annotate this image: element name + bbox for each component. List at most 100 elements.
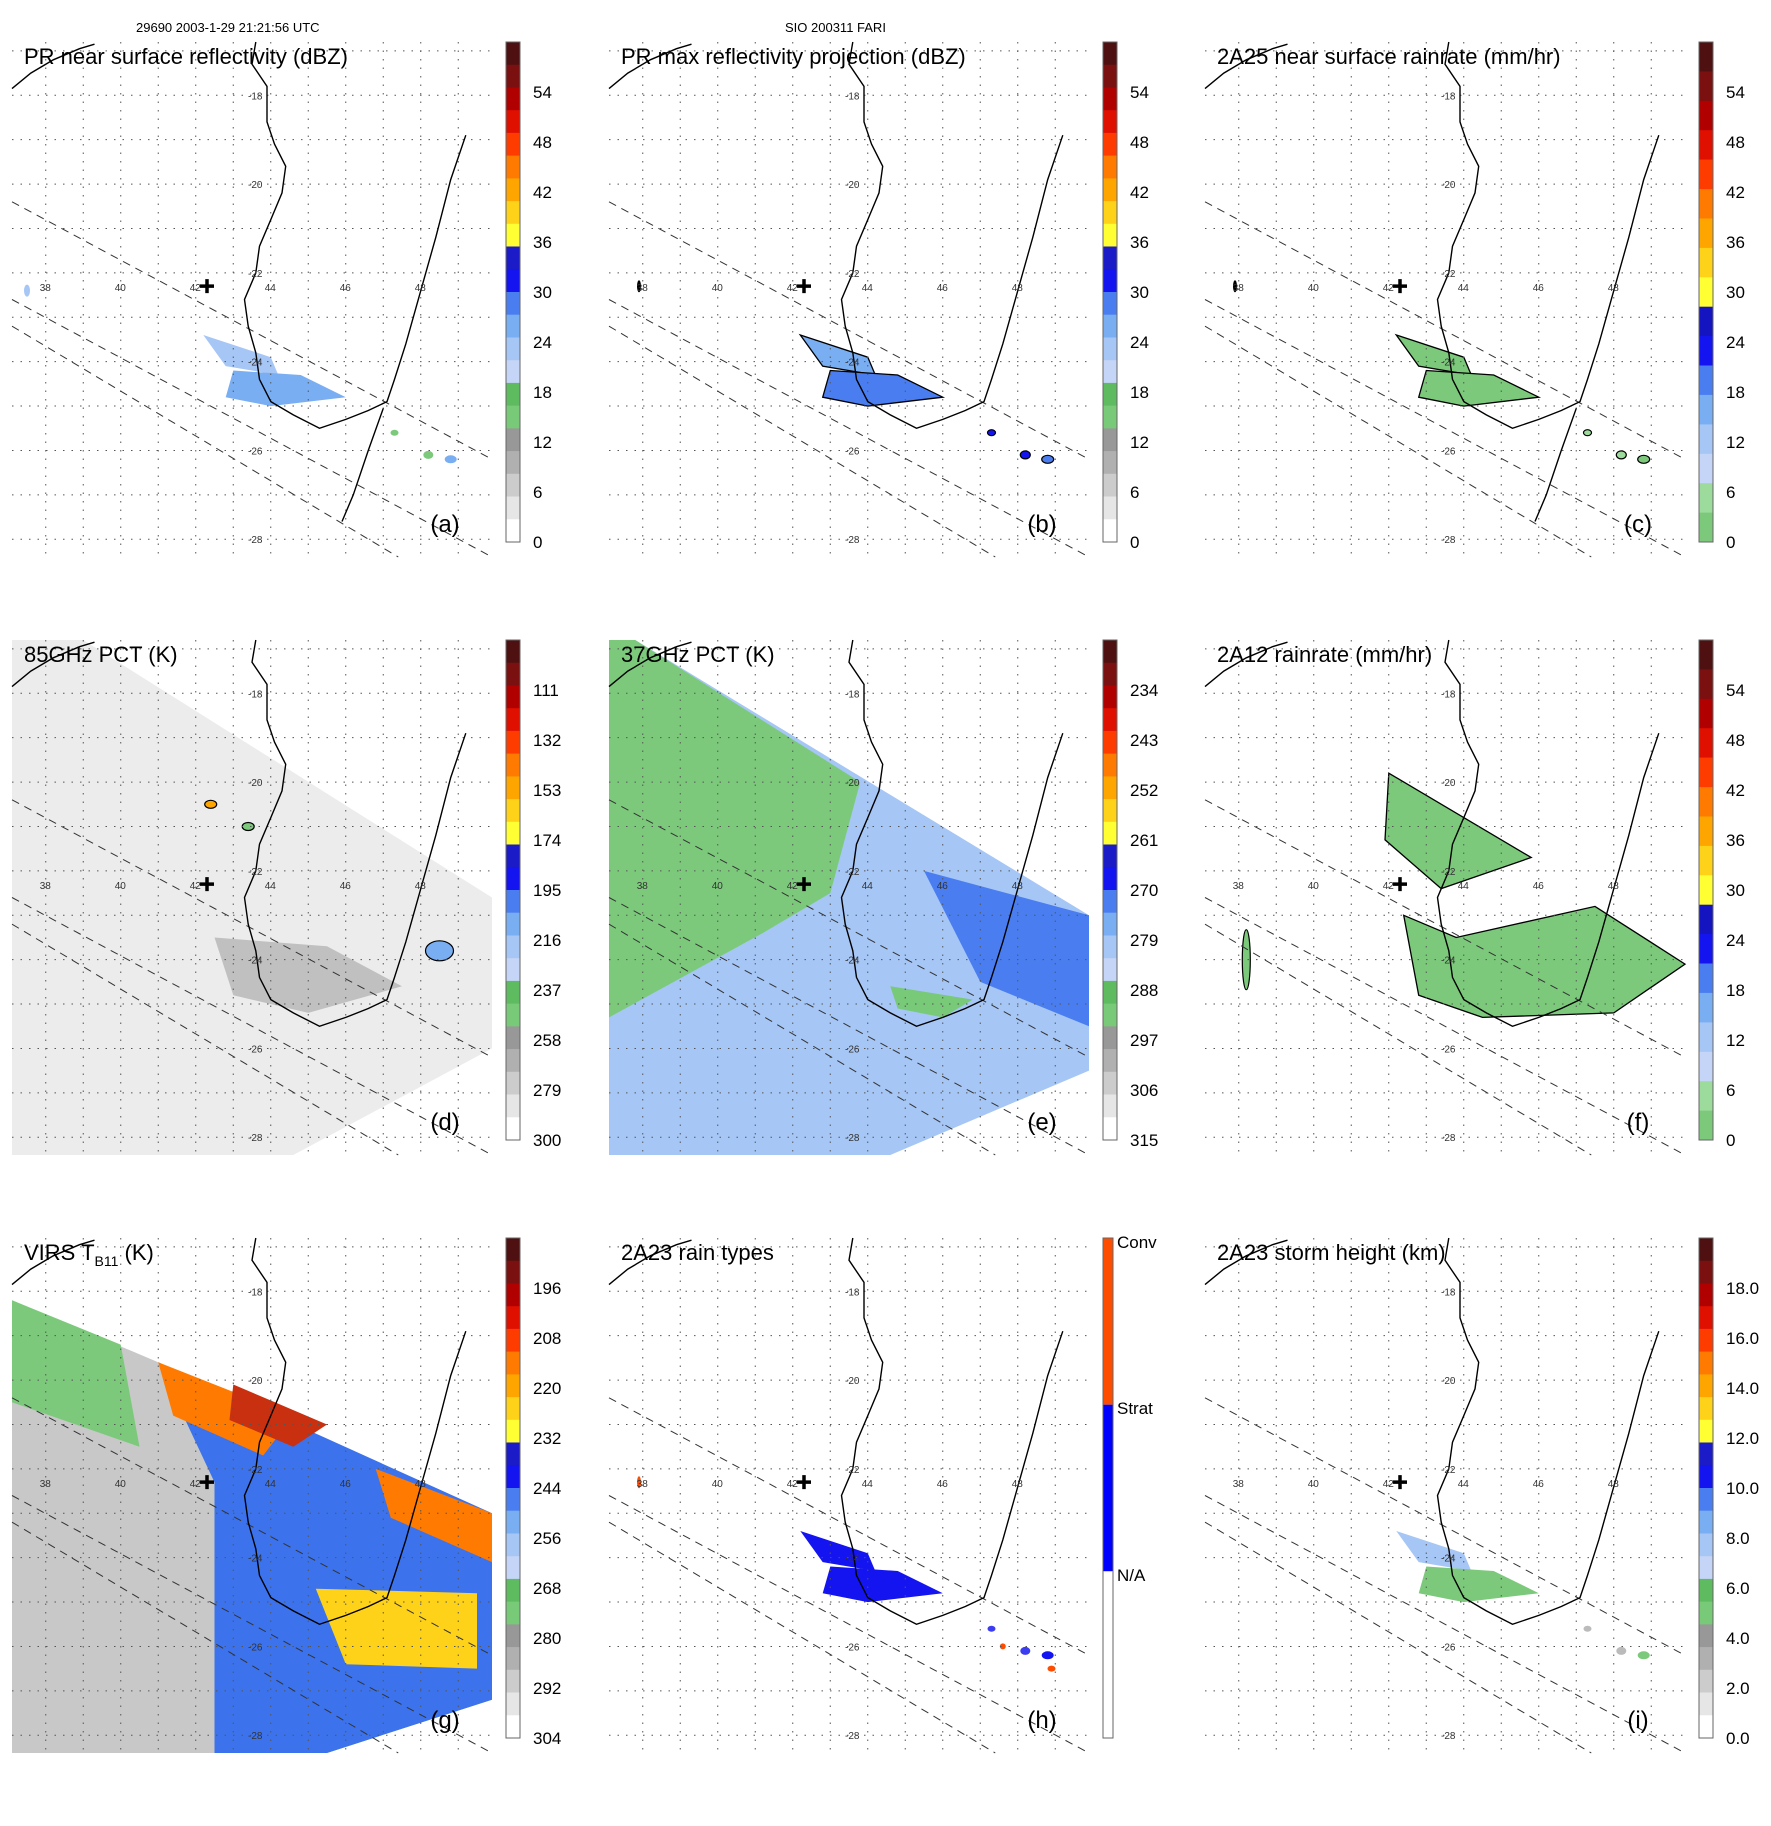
colorbar-swatch xyxy=(1699,1465,1713,1489)
colorbar-swatch xyxy=(506,451,520,475)
convective-cell xyxy=(204,799,218,809)
lat-label: -28 xyxy=(248,1731,263,1742)
colorbar-tick: 2.0 xyxy=(1726,1679,1750,1698)
coastline-madagascar xyxy=(243,639,467,1028)
colorbar-swatch xyxy=(1103,496,1117,520)
colorbar-swatch xyxy=(1699,1442,1713,1466)
colorbar-swatch-conv xyxy=(1103,1238,1113,1405)
lat-label: -18 xyxy=(845,91,860,102)
colorbar xyxy=(1698,41,1714,543)
lat-label: -22 xyxy=(248,269,263,280)
cold-region xyxy=(214,937,402,1013)
colorbar xyxy=(1102,639,1118,1141)
colorbar-swatch xyxy=(506,223,520,247)
map-area: -18 -20 -22 -24 -26 -28 38 40 42 44 46 48 xyxy=(608,1237,1090,1754)
warm-top-region xyxy=(315,1588,477,1669)
lon-label: 38 xyxy=(1233,881,1245,892)
precip-cell xyxy=(1637,1651,1650,1660)
swath-edge xyxy=(1204,1397,1686,1656)
lon-label: 38 xyxy=(40,881,52,892)
colorbar-swatch xyxy=(506,730,520,755)
colorbar-swatch xyxy=(1103,935,1117,959)
colorbar-swatch xyxy=(506,776,520,800)
colorbar xyxy=(1102,1237,1114,1739)
swath-edge xyxy=(608,923,996,1156)
colorbar xyxy=(505,41,521,543)
graticule xyxy=(1205,640,1685,1155)
swath-edge xyxy=(11,923,399,1156)
rain-region-north xyxy=(1396,1531,1472,1571)
swath-edge xyxy=(608,897,1090,1156)
precip-cell xyxy=(1616,1646,1627,1655)
lat-label: -22 xyxy=(845,1465,860,1476)
lat-label: -22 xyxy=(248,867,263,878)
lon-label: 42 xyxy=(1383,1479,1395,1490)
colorbar-swatch xyxy=(1699,277,1713,308)
lon-label: 46 xyxy=(1533,283,1545,294)
lon-labels: 38 40 42 44 46 48 xyxy=(637,283,1024,294)
rain-region-north xyxy=(800,1531,876,1571)
colorbar-swatch xyxy=(506,155,520,179)
colorbar-swatch xyxy=(506,1510,520,1534)
swath-edge xyxy=(608,325,996,558)
colorbar-tick: 18 xyxy=(1726,981,1745,1000)
lon-label: 40 xyxy=(115,1479,127,1490)
colorbar-swatch xyxy=(506,1026,520,1050)
map-background xyxy=(1205,42,1685,557)
colorbar-tick: 16.0 xyxy=(1726,1329,1759,1348)
lat-label: -28 xyxy=(1441,1731,1456,1742)
colorbar-swatch xyxy=(506,1049,520,1073)
colorbar-swatch xyxy=(506,821,520,845)
panel-title: VIRS TB11 (K) xyxy=(24,1240,154,1269)
colorbar-swatch xyxy=(1699,698,1713,729)
panel-c: -18 -20 -22 -24 -26 -28 38 40 42 44 46 48 2A25 near … xyxy=(1204,41,1745,558)
coastline-africa xyxy=(11,43,95,90)
graticule xyxy=(609,640,1089,1155)
coastline-madagascar xyxy=(840,1237,1064,1626)
panel-letter: (b) xyxy=(1027,511,1056,538)
precip-cell xyxy=(1583,1625,1592,1632)
colorbar-swatch xyxy=(506,890,520,914)
radar-site-marker xyxy=(1393,1475,1407,1490)
lat-label: -20 xyxy=(845,1376,860,1387)
lon-label: 44 xyxy=(1458,283,1470,294)
lon-label: 48 xyxy=(1608,283,1620,294)
swath-edge xyxy=(11,325,399,558)
colorbar-swatch xyxy=(1699,394,1713,425)
map-area: -18 -20 -22 -24 -26 -28 38 40 42 44 46 48 xyxy=(11,639,493,1156)
colorbar-tick: 54 xyxy=(533,83,552,102)
colorbar-swatch xyxy=(1103,958,1117,982)
colorbar-swatch xyxy=(506,1351,520,1375)
rain-region-south xyxy=(1418,1566,1539,1603)
lat-label: -22 xyxy=(1441,1465,1456,1476)
lon-label: 44 xyxy=(265,283,277,294)
colorbar-swatch xyxy=(1103,1117,1117,1141)
lat-labels: -18 -20 -22 -24 -26 -28 xyxy=(1441,689,1456,1144)
panel-letter: (d) xyxy=(430,1109,459,1136)
lon-label: 42 xyxy=(190,881,202,892)
lat-label: -20 xyxy=(845,180,860,191)
panel-letter: (a) xyxy=(430,511,459,538)
lon-label: 48 xyxy=(1012,283,1024,294)
radar-site-marker xyxy=(200,877,214,892)
map-background xyxy=(1205,1238,1685,1753)
colorbar-swatch xyxy=(506,1647,520,1671)
colorbar-swatch xyxy=(506,753,520,777)
swath-edge xyxy=(11,1521,399,1754)
colorbar-swatch xyxy=(506,314,520,338)
lat-label: -28 xyxy=(248,1133,263,1144)
coastline-africa xyxy=(1204,43,1288,90)
colorbar-swatch xyxy=(506,360,520,384)
colorbar-tick: 0 xyxy=(1726,1131,1735,1150)
lon-label: 46 xyxy=(340,1479,352,1490)
colorbar-swatch xyxy=(506,1003,520,1027)
lon-label: 40 xyxy=(712,1479,724,1490)
colorbar-tick: 30 xyxy=(1726,881,1745,900)
colorbar-swatch xyxy=(506,799,520,823)
lon-label: 38 xyxy=(40,283,52,294)
colorbar xyxy=(505,639,521,1141)
lat-label: -28 xyxy=(845,1133,860,1144)
colorbar-swatch xyxy=(1103,132,1117,157)
case-id: SIO 200311 FARI xyxy=(785,20,886,35)
lon-label: 48 xyxy=(1608,881,1620,892)
